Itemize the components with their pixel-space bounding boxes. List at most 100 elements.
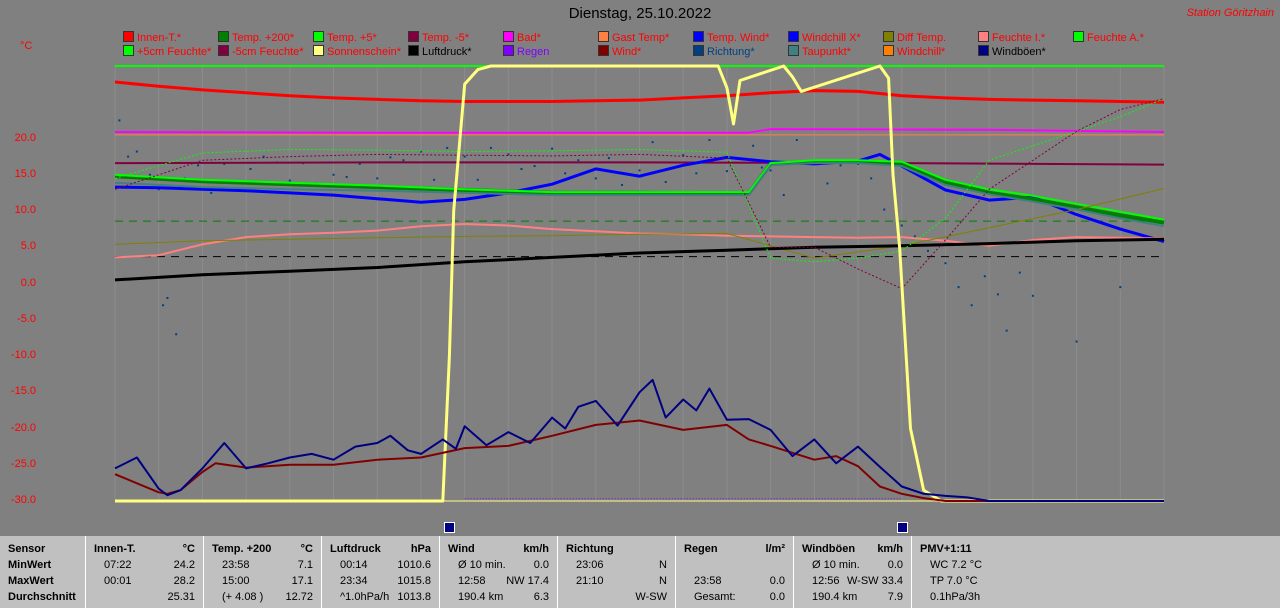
stats-time: 190.4 km <box>458 591 504 603</box>
legend-label: -5cm Feuchte* <box>232 46 304 58</box>
richtung-point <box>551 147 554 150</box>
series-line-feuchte-a <box>114 98 1165 263</box>
richtung-point <box>288 179 291 182</box>
stats-value: 0.0 <box>769 575 785 587</box>
legend-swatch <box>693 45 704 56</box>
richtung-point <box>175 333 178 336</box>
sunrise-marker <box>444 522 456 533</box>
richtung-point <box>507 153 510 156</box>
y-tick-label: -15.0 <box>10 385 36 398</box>
legend-item: Temp. Wind* <box>693 31 769 44</box>
legend-item: Regen <box>503 45 549 58</box>
richtung-point <box>926 249 929 252</box>
stats-value: 1015.8 <box>397 575 431 587</box>
stats-time: (+ 4.08 ) <box>222 591 264 603</box>
stats-time: 12:56 <box>812 575 840 587</box>
richtung-point <box>900 224 903 227</box>
richtung-point <box>708 138 711 141</box>
richtung-point <box>725 170 728 173</box>
series-line-wind <box>114 419 1164 502</box>
y-tick-label: -30.0 <box>10 494 36 506</box>
legend-swatch <box>1073 31 1084 42</box>
plot-svg <box>114 64 1165 503</box>
richtung-point <box>839 164 842 167</box>
legend-label: Luftdruck* <box>422 46 472 58</box>
stats-column: Regen l/m² 23:58 0.0 Gesamt: 0.0 <box>676 536 794 608</box>
legend-swatch <box>408 31 419 42</box>
y-tick-label: -25.0 <box>10 457 36 470</box>
station-name: Station Göritzhain <box>1186 7 1274 19</box>
legend-swatch <box>503 45 514 56</box>
richtung-point <box>249 167 252 170</box>
stats-row-label: MinWert <box>8 559 52 571</box>
y-tick-label: 0.0 <box>20 276 36 289</box>
y-tick-label: 5.0 <box>20 240 36 253</box>
stats-time: Ø 10 min. <box>458 559 506 571</box>
legend-swatch <box>978 31 989 42</box>
richtung-point <box>262 155 265 158</box>
stats-row-label: MaxWert <box>8 575 54 587</box>
stats-value: 6.3 <box>533 591 549 603</box>
sunset-marker <box>896 522 908 533</box>
stats-column: Sensor MinWert MaxWert Durchschnitt <box>0 536 86 608</box>
legend-swatch <box>503 31 514 42</box>
series-line-diff-temp <box>114 188 1165 259</box>
stats-time: ^1.0hPa/h <box>340 591 390 603</box>
stats-unit: °C <box>300 543 313 555</box>
legend-item: Taupunkt* <box>788 45 851 58</box>
y-tick-label: 10.0 <box>14 204 36 216</box>
series-line-temp-5 <box>114 159 1165 221</box>
stats-column: Innen-T. °C 07:22 24.2 00:01 28.2 25.31 <box>86 536 204 608</box>
legend-swatch <box>598 31 609 42</box>
stats-value: W-SW <box>635 591 667 603</box>
stats-header: Regen <box>684 543 718 555</box>
stats-column: Windböen km/h Ø 10 min. 0.0 12:56 W-SW 33.4 19… <box>794 536 912 608</box>
stats-unit: km/h <box>877 543 903 555</box>
legend-swatch <box>408 45 419 56</box>
series-line-luftdruck <box>114 237 1165 282</box>
legend-label: Taupunkt* <box>802 46 851 58</box>
stats-time: 23:34 <box>340 575 368 587</box>
stats-header: Sensor <box>8 543 46 555</box>
legend-item: Gast Temp* <box>598 31 669 44</box>
stats-unit: km/h <box>523 543 549 555</box>
richtung-point <box>446 146 449 149</box>
stats-time: 00:01 <box>104 575 132 587</box>
richtung-point <box>564 172 567 175</box>
richtung-point <box>148 173 151 176</box>
stats-column: Luftdruck hPa 00:14 1010.6 23:34 1015.8 ^1.0hP… <box>322 536 440 608</box>
legend-label: Feuchte A.* <box>1087 32 1144 44</box>
legend-item: Temp. +200* <box>218 31 294 44</box>
legend-item: -5cm Feuchte* <box>218 45 304 58</box>
richtung-point <box>594 177 597 180</box>
stats-header: Wind <box>448 543 475 555</box>
stats-column: Richtung 23:06 N 21:10 N W-SW <box>558 536 676 608</box>
stats-row-label: Durchschnitt <box>8 591 76 603</box>
richtung-point <box>944 262 947 265</box>
legend-item: Sonnenschein* <box>313 45 401 58</box>
richtung-point <box>118 119 121 122</box>
stats-time: 00:14 <box>340 559 368 571</box>
stats-time: TP 7.0 °C <box>930 575 978 587</box>
stats-value: 0.0 <box>533 559 549 571</box>
legend-label: +5cm Feuchte* <box>137 46 212 58</box>
series-line-temp-5 <box>114 161 1165 166</box>
stats-value: W-SW 33.4 <box>846 575 903 587</box>
stats-value: 28.2 <box>173 575 195 587</box>
legend-item: Innen-T.* <box>123 31 181 44</box>
richtung-point <box>533 165 536 168</box>
stats-time: 23:06 <box>576 559 604 571</box>
richtung-point <box>389 156 392 159</box>
series-line-taupunkt <box>114 162 1165 228</box>
y-tick-label: 15.0 <box>14 167 36 180</box>
legend-item: Bad* <box>503 31 541 44</box>
stats-value: 12.72 <box>285 591 313 603</box>
legend-label: Temp. +5* <box>327 32 377 44</box>
legend-item: Luftdruck* <box>408 45 472 58</box>
richtung-point <box>520 167 523 170</box>
legend-swatch <box>598 45 609 56</box>
richtung-point <box>577 159 580 162</box>
legend-item: Windböen* <box>978 45 1046 58</box>
legend-label: Temp. Wind* <box>707 32 770 44</box>
legend-item: Wind* <box>598 45 641 58</box>
